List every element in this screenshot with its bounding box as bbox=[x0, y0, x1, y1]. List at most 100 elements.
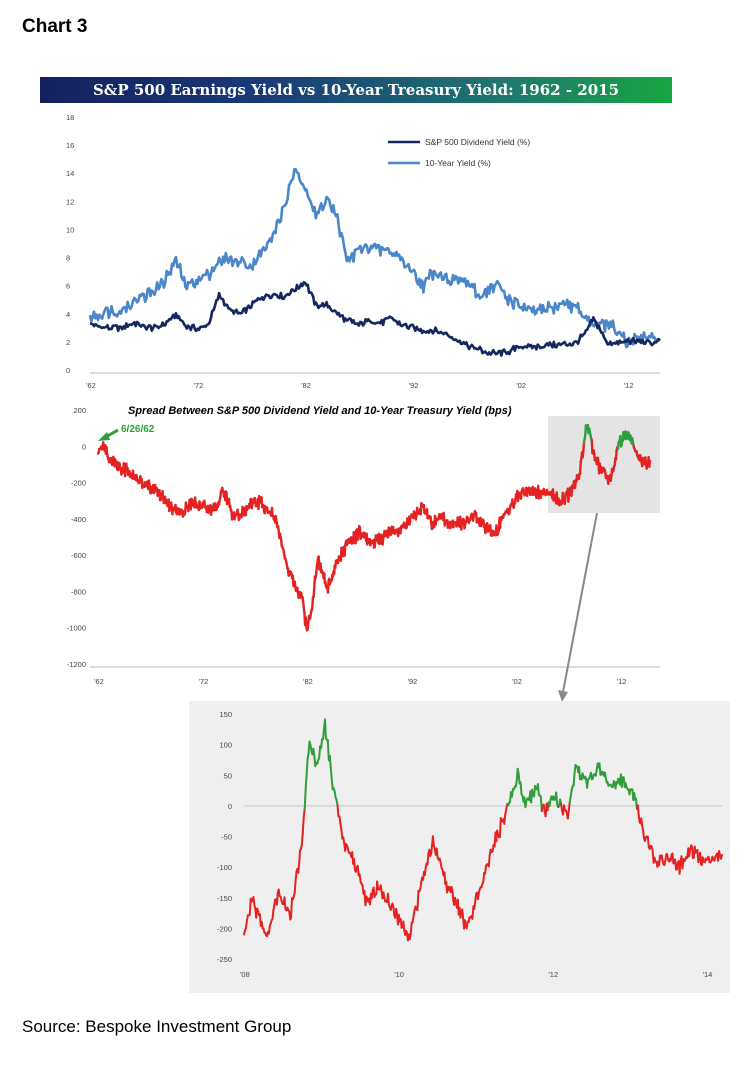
zoom-segment bbox=[640, 817, 644, 828]
zoom-segment bbox=[498, 817, 502, 839]
zoom-segment bbox=[303, 787, 307, 810]
zoom-connector-line bbox=[562, 512, 598, 693]
spread-segment bbox=[311, 596, 315, 609]
zoom-segment bbox=[542, 803, 546, 814]
zoom-segment bbox=[586, 778, 589, 789]
spread-x-axis: '62 '72 '82 '92 '02 '12 bbox=[94, 677, 626, 686]
zoom-segment bbox=[370, 889, 374, 900]
spread-x-tick-label: '12 bbox=[617, 677, 627, 686]
spread-segment bbox=[270, 506, 274, 517]
zoom-segment bbox=[412, 908, 416, 918]
zoom-segment bbox=[671, 852, 675, 865]
zoom-segment bbox=[675, 861, 679, 871]
spread-x-tick-label: '72 bbox=[199, 677, 209, 686]
zoom-segment bbox=[524, 799, 528, 809]
legend-label-ten-year: 10-Year Yield (%) bbox=[425, 158, 491, 168]
zoom-y-tick-label: -100 bbox=[217, 863, 232, 872]
annotation-label: 6/26/62 bbox=[121, 424, 155, 435]
zoom-segment bbox=[300, 831, 304, 847]
yield-y-tick-label: 18 bbox=[66, 113, 74, 122]
spread-y-tick-label: -1000 bbox=[67, 624, 86, 633]
spread-chart: Spread Between S&P 500 Dividend Yield an… bbox=[67, 405, 660, 702]
legend-label-dividend: S&P 500 Dividend Yield (%) bbox=[425, 137, 530, 147]
zoom-segment bbox=[387, 892, 390, 906]
spread-segment bbox=[304, 616, 308, 629]
spread-y-tick-label: -400 bbox=[71, 515, 86, 524]
yield-x-tick-label: '02 bbox=[516, 381, 526, 390]
zoom-segment bbox=[517, 773, 521, 785]
zoom-segment bbox=[338, 815, 342, 825]
zoom-segment bbox=[519, 781, 523, 796]
zoom-segment bbox=[244, 919, 248, 930]
spread-y-axis: -1200 -1000 -800 -600 -400 -200 0 200 bbox=[67, 406, 86, 669]
spread-y-tick-label: 0 bbox=[82, 442, 86, 451]
spread-x-tick-label: '02 bbox=[512, 677, 522, 686]
zoom-segment bbox=[336, 804, 340, 817]
zoom-segment bbox=[411, 915, 415, 924]
zoom-segment bbox=[568, 795, 572, 804]
zoom-segment bbox=[305, 757, 309, 777]
spread-title: Spread Between S&P 500 Dividend Yield an… bbox=[128, 405, 512, 417]
zoom-segment bbox=[392, 906, 396, 917]
spread-segment bbox=[312, 587, 316, 598]
zoom-segment bbox=[379, 884, 383, 893]
zoom-segment bbox=[699, 851, 702, 866]
spread-y-tick-label: -600 bbox=[71, 551, 86, 560]
zoom-segment bbox=[277, 888, 281, 897]
zoom-y-tick-label: 150 bbox=[219, 710, 232, 719]
zoom-segment bbox=[642, 829, 645, 840]
zoom-segment bbox=[302, 807, 306, 818]
spread-x-tick-label: '92 bbox=[408, 677, 418, 686]
yield-y-tick-label: 4 bbox=[66, 310, 70, 319]
spread-segment bbox=[614, 449, 618, 461]
spread-segment bbox=[343, 544, 347, 557]
spread-y-tick-label: 200 bbox=[73, 406, 86, 415]
zoom-segment bbox=[473, 899, 477, 910]
zoom-segment bbox=[376, 880, 379, 890]
zoom-segment bbox=[293, 879, 297, 894]
zoom-segment bbox=[569, 789, 573, 798]
zoom-segment bbox=[324, 718, 327, 739]
zoom-segment bbox=[328, 755, 332, 768]
zoom-segment bbox=[435, 847, 439, 859]
zoom-segment bbox=[329, 765, 333, 780]
spread-x-tick-label: '82 bbox=[303, 677, 313, 686]
zoom-segment bbox=[691, 846, 694, 859]
zoom-segment bbox=[267, 925, 271, 935]
yield-legend: S&P 500 Dividend Yield (%) 10-Year Yield… bbox=[388, 137, 530, 168]
zoom-y-axis: -250 -200 -150 -100 -50 0 50 100 150 bbox=[217, 710, 232, 964]
spread-y-tick-label: -200 bbox=[71, 479, 86, 488]
zoom-segment bbox=[297, 861, 301, 874]
zoom-segment bbox=[304, 774, 308, 790]
zoom-segment bbox=[560, 802, 563, 812]
zoom-segment bbox=[340, 827, 344, 840]
spread-y-tick-label: -1200 bbox=[67, 660, 86, 669]
zoom-segment bbox=[353, 857, 356, 871]
zoom-segment bbox=[409, 921, 413, 936]
zoom-segment bbox=[487, 854, 491, 868]
zoom-segment bbox=[333, 790, 337, 799]
zoom-y-tick-label: -150 bbox=[217, 894, 232, 903]
zoom-segment bbox=[536, 783, 540, 796]
zoom-x-axis: '08 '10 '12 '14 bbox=[240, 970, 712, 979]
zoom-segment bbox=[459, 909, 463, 919]
zoom-chart: -250 -200 -150 -100 -50 0 50 100 150 '08 '10 '12 '1… bbox=[189, 701, 730, 993]
zoom-segment bbox=[451, 890, 455, 902]
zoom-segment bbox=[636, 804, 640, 816]
spread-segment bbox=[373, 538, 377, 549]
chart-label: Chart 3 bbox=[22, 16, 88, 37]
yield-series-lines bbox=[88, 168, 661, 357]
zoom-segment bbox=[399, 918, 403, 929]
zoom-segment bbox=[318, 745, 322, 759]
annotation-arrowhead bbox=[98, 432, 110, 441]
zoom-segment bbox=[402, 920, 406, 932]
zoom-segment bbox=[283, 896, 287, 910]
yield-chart: 0 2 4 6 8 10 12 14 16 18 '62 '72 '82 '92 '02 '12 S&P 5… bbox=[66, 113, 661, 390]
yield-y-axis: 0 2 4 6 8 10 12 14 16 18 bbox=[66, 113, 74, 375]
zoom-y-tick-label: -50 bbox=[221, 833, 232, 842]
zoom-segment bbox=[620, 776, 624, 788]
zoom-segment bbox=[273, 898, 277, 907]
zoom-segment bbox=[252, 896, 256, 907]
zoom-segment bbox=[637, 813, 641, 823]
